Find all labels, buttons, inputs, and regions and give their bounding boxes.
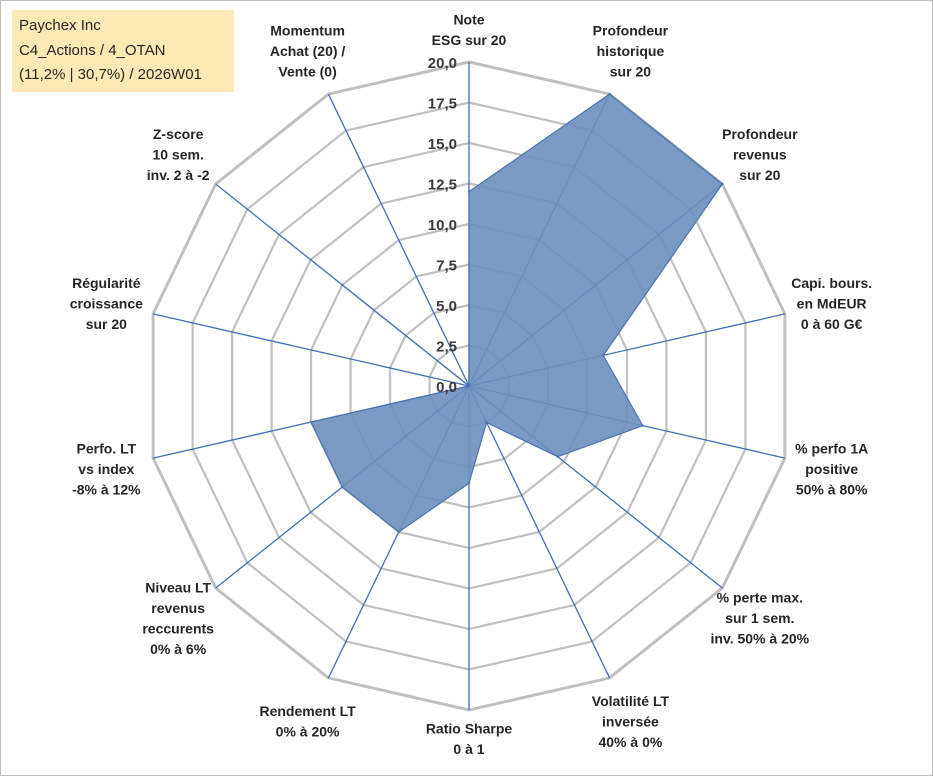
tick-label: 7,5 [436,258,457,275]
data-point-4 [641,424,644,427]
axis-label-line: 40% à 0% [598,734,662,750]
axis-label-line: sur 1 sem. [725,610,794,626]
axis-label-line: en MdEUR [797,295,867,311]
axis-label-line: Vente (0) [278,64,336,80]
data-point-6 [485,421,488,424]
data-point-2 [721,182,724,186]
axis-label-line: Capi. bours. [791,275,872,291]
axis-label-12: Z-score 10 sem. inv. 2 à -2 [147,126,210,183]
axis-label-line: Perfo. LT [77,441,137,457]
axis-label-line: 0 à 1 [453,741,484,757]
tick-label: 5,0 [436,298,457,315]
axis-label-1: Profondeur historique sur 20 [593,23,669,80]
axis-label-7: Ratio Sharpe 0 à 1 [426,721,513,758]
axis-label-line: -8% à 12% [72,482,141,498]
axis-label-5: % perte max. sur 1 sem. inv. 50% à 20% [711,590,810,647]
data-point-0 [467,190,471,193]
axis-label-line: % perfo 1A [795,441,868,457]
axis-label-11: Régularité croissance sur 20 [70,275,143,332]
axis-label-line: ESG sur 20 [432,32,507,48]
axis-label-line: 0% à 6% [150,641,207,657]
axis-label-line: 50% à 80% [796,482,868,498]
data-point-9 [341,485,344,489]
performance-week: (11,2% | 30,7%) / 2026W01 [19,66,202,83]
axis-label-10: Perfo. LT vs index -8% à 12% [72,441,141,498]
axis-label-line: sur 20 [86,316,127,332]
axis-label-line: Niveau LT [145,579,211,595]
axis-label-line: inv. 50% à 20% [711,631,810,647]
axis-label-9: Niveau LT revenus reccurents 0% à 6% [142,579,214,657]
axis-label-4: % perfo 1A positive 50% à 80% [795,441,868,498]
company-name: Paychex Inc [19,17,101,34]
tick-label: 17,5 [428,96,457,113]
axis-label-line: sur 20 [610,64,651,80]
spoke-13 [327,93,470,387]
tick-label: 15,0 [428,136,457,153]
axis-label-line: 10 sem. [152,146,203,162]
axis-label-line: sur 20 [739,167,780,183]
axis-label-line: revenus [733,146,787,162]
axis-label-2: Profondeur revenus sur 20 [722,126,798,183]
spoke-6 [468,385,611,679]
axis-label-line: Profondeur [593,23,669,39]
axis-label-line: croissance [70,295,143,311]
tick-label: 0,0 [436,379,457,396]
axis-label-line: Momentum [270,23,345,39]
axis-label-line: Régularité [72,275,141,291]
data-point-12 [341,283,344,287]
spoke-11 [152,313,470,387]
axis-label-line: Volatilité LT [592,693,670,709]
data-point-7 [467,482,471,485]
axis-label-line: reccurents [142,620,214,636]
tick-label: 12,5 [428,177,457,194]
axis-label-line: Profondeur [722,126,798,142]
axis-label-line: Achat (20) / [270,43,346,59]
axis-label-line: inv. 2 à -2 [147,167,210,183]
chart-title-box: Paychex Inc C4_Actions / 4_OTAN (11,2% |… [12,10,234,92]
axis-label-line: historique [597,43,665,59]
data-point-10 [309,420,313,424]
axis-label-3: Capi. bours. en MdEUR 0 à 60 G€ [791,275,872,332]
axis-label-line: 0% à 20% [276,724,340,740]
axis-label-line: Note [453,12,484,28]
portfolio-path: C4_Actions / 4_OTAN [19,41,166,59]
axis-label-line: % perte max. [717,590,803,606]
data-point-1 [608,92,611,96]
axis-label-line: vs index [78,461,134,477]
data-point-8 [397,530,400,534]
axis-label-line: positive [805,461,858,477]
tick-label: 10,0 [428,217,457,234]
data-point-13 [467,384,471,388]
axis-label-line: Rendement LT [259,703,356,719]
axis-label-line: revenus [151,600,205,616]
axis-label-line: 0 à 60 G€ [801,316,863,332]
axis-label-line: Z-score [153,126,204,142]
tick-label: 2,5 [436,339,457,356]
data-point-5 [556,455,559,458]
data-point-3 [602,354,605,357]
tick-label: 20,0 [428,55,457,72]
axis-label-6: Volatilité LT inversée 40% à 0% [592,693,670,750]
axis-label-13: Momentum Achat (20) / Vente (0) [270,23,346,80]
axis-label-line: inversée [602,713,659,729]
axis-label-line: Ratio Sharpe [426,721,513,737]
axis-label-8: Rendement LT 0% à 20% [259,703,356,740]
axis-label-0: Note ESG sur 20 [432,12,507,49]
